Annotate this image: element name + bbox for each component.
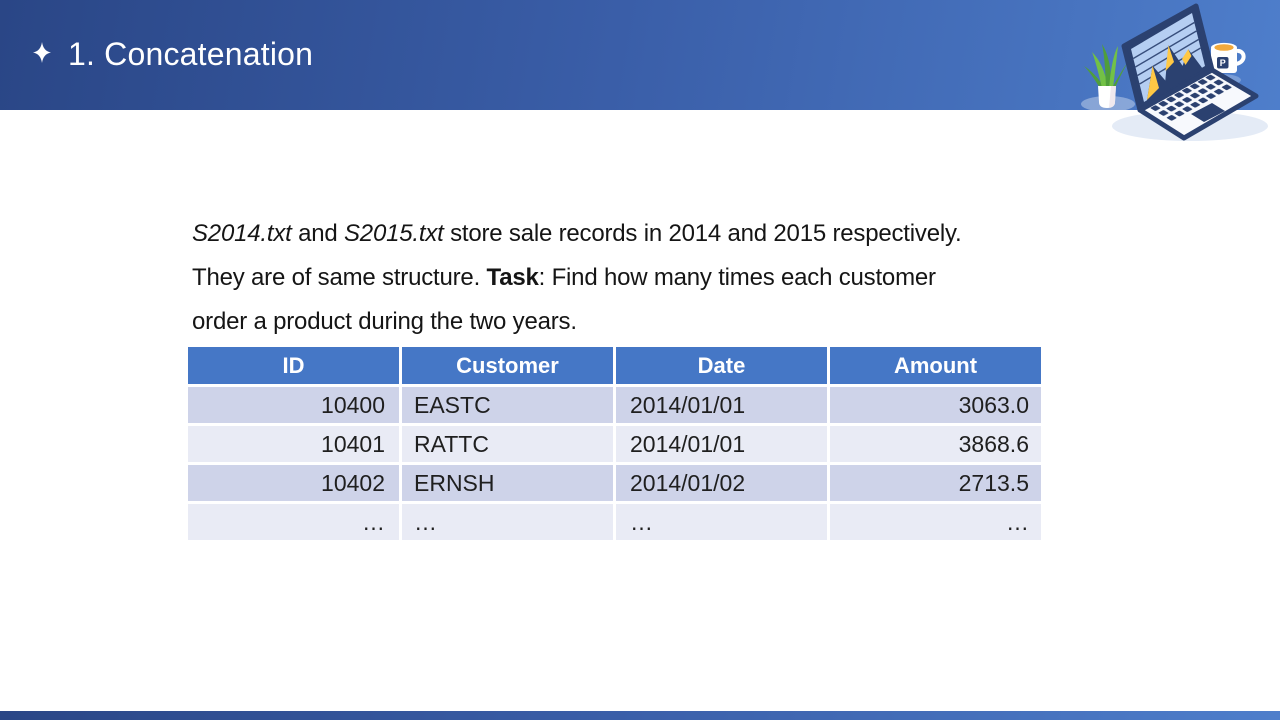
sales-table: ID Customer Date Amount 10400 EASTC 2014… [188, 347, 1041, 540]
chart-yellow-peak-2 [1165, 45, 1174, 71]
cell-amount: 2713.5 [830, 465, 1041, 501]
table-header-row: ID Customer Date Amount [188, 347, 1041, 384]
footer-bar [0, 711, 1280, 720]
cell-customer: … [402, 504, 613, 540]
cell-date: 2014/01/01 [616, 387, 827, 423]
cell-customer: ERNSH [402, 465, 613, 501]
chart-yellow-peak-1 [1147, 65, 1159, 100]
column-header-date: Date [616, 347, 827, 384]
table-row: 10400 EASTC 2014/01/01 3063.0 [188, 387, 1041, 423]
cell-amount: 3868.6 [830, 426, 1041, 462]
laptop-icon [1121, 3, 1259, 141]
cell-id: 10402 [188, 465, 399, 501]
laptop-illustration: P [1081, 3, 1268, 141]
column-header-customer: Customer [402, 347, 613, 384]
coffee-mug-icon: P [1211, 42, 1246, 73]
cell-amount: … [830, 504, 1041, 540]
filename-s2015: S2015.txt [344, 220, 444, 247]
plant-icon [1084, 44, 1128, 108]
cell-date: … [616, 504, 827, 540]
cell-id: 10401 [188, 426, 399, 462]
column-header-id: ID [188, 347, 399, 384]
filename-s2014: S2014.txt [192, 220, 292, 247]
cell-id: 10400 [188, 387, 399, 423]
table-row: 10402 ERNSH 2014/01/02 2713.5 [188, 465, 1041, 501]
cell-amount: 3063.0 [830, 387, 1041, 423]
column-header-amount: Amount [830, 347, 1041, 384]
cell-date: 2014/01/01 [616, 426, 827, 462]
cell-date: 2014/01/02 [616, 465, 827, 501]
trackpad [1191, 103, 1225, 122]
paragraph-text: : Find how many times each customer [538, 264, 936, 291]
paragraph-text: order a product during the two years. [192, 308, 577, 335]
keyboard-keys [1150, 72, 1237, 122]
cell-customer: RATTC [402, 426, 613, 462]
body-paragraph: S2014.txt and S2015.txt store sale recor… [192, 212, 1072, 344]
chart-yellow-peak-3 [1182, 49, 1192, 65]
task-label: Task [486, 264, 539, 291]
four-point-star-icon [33, 42, 51, 63]
cell-id: … [188, 504, 399, 540]
header-bar: 1. Concatenation [0, 0, 1280, 110]
paragraph-line-3: order a product during the two years. [192, 300, 1072, 344]
paragraph-line-1: S2014.txt and S2015.txt store sale recor… [192, 212, 1072, 256]
page-title: 1. Concatenation [68, 35, 314, 72]
paragraph-text: and [291, 220, 344, 247]
mug-logo-letter: P [1220, 58, 1226, 68]
cell-customer: EASTC [402, 387, 613, 423]
table-row: 10401 RATTC 2014/01/01 3868.6 [188, 426, 1041, 462]
paragraph-text: They are of same structure. [192, 264, 487, 291]
paragraph-text: store sale records in 2014 and 2015 resp… [443, 220, 962, 247]
table-row-ellipsis: … … … … [188, 504, 1041, 540]
paragraph-line-2: They are of same structure. Task: Find h… [192, 256, 1072, 300]
